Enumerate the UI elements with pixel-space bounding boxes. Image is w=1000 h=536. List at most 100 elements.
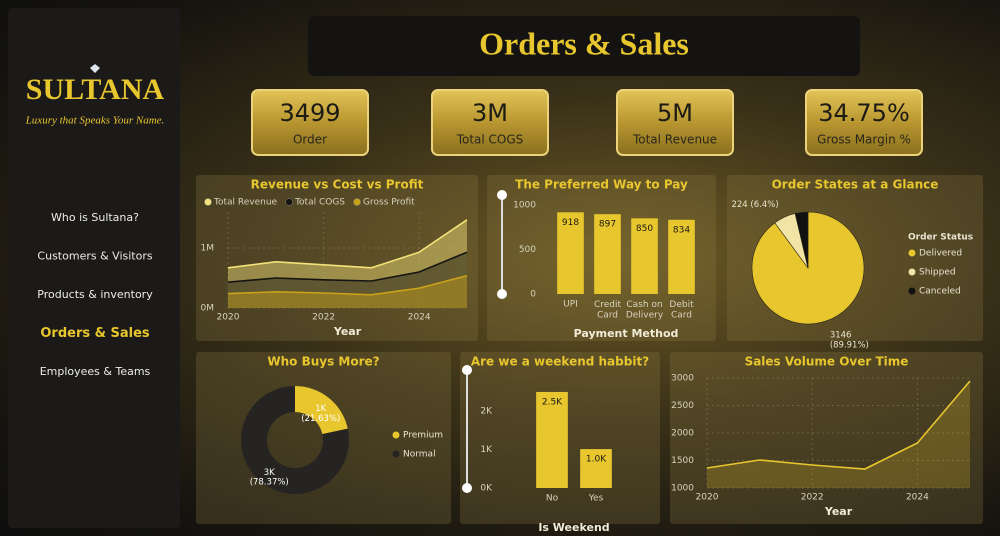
y-tick-label: 500: [519, 245, 536, 255]
legend-label: Gross Profit: [363, 198, 415, 208]
chart-title: Are we a weekend habbit?: [471, 355, 649, 369]
kpi-card: [616, 89, 734, 156]
legend-swatch: [908, 249, 916, 257]
data-label: 3146 (89.91%): [830, 330, 869, 350]
x-axis-title: Year: [824, 505, 853, 518]
data-label: 834: [673, 225, 690, 235]
kpi-card: [805, 89, 923, 156]
data-label: 1K (21.63%): [301, 404, 340, 424]
x-axis-title: Payment Method: [574, 327, 679, 340]
bar: [631, 218, 658, 294]
x-tick-label: 2024: [408, 313, 431, 323]
chart-panel: [670, 352, 983, 524]
legend-swatch: [392, 450, 400, 458]
sidebar: [8, 8, 180, 528]
legend-swatch: [353, 198, 361, 206]
x-tick-label: 2020: [217, 313, 240, 323]
kpi-label: Order: [293, 133, 327, 147]
y-tick-label: 1500: [671, 456, 694, 466]
slider-handle: [462, 483, 472, 493]
legend-label: Shipped: [919, 268, 956, 278]
y-tick-label: 0: [530, 290, 536, 300]
data-label: 3K (78.37%): [250, 467, 289, 487]
x-tick-label: 2022: [801, 493, 824, 503]
chart-panel: [196, 175, 478, 341]
legend-label: Total Revenue: [213, 198, 278, 208]
data-label: 850: [636, 224, 653, 234]
x-tick-label: Cash on Delivery: [626, 300, 664, 320]
data-label: 1.0K: [586, 455, 607, 465]
kpi-value: 3499: [279, 99, 340, 127]
bar: [557, 212, 584, 294]
chart-title: Revenue vs Cost vs Profit: [251, 178, 424, 192]
donut-slice: [241, 386, 350, 495]
legend-swatch: [908, 287, 916, 295]
area-fill: [228, 275, 467, 308]
kpi-value: 5M: [657, 99, 693, 127]
series-line: [227, 251, 468, 283]
nav-item[interactable]: Who is Sultana?: [51, 211, 139, 224]
y-tick-label: 2500: [671, 401, 694, 411]
page-title: Orders & Sales: [479, 25, 689, 61]
legend-title: Order Status: [908, 233, 973, 243]
x-tick-label: No: [546, 494, 559, 504]
x-tick-label: 2022: [312, 313, 335, 323]
slider-handle: [497, 289, 507, 299]
nav-item[interactable]: Customers & Visitors: [37, 250, 152, 263]
x-tick-label: Debit Card: [669, 300, 694, 320]
nav-item[interactable]: Employees & Teams: [40, 365, 151, 378]
y-tick-label: 2K: [480, 406, 493, 416]
x-tick-label: 2024: [906, 493, 929, 503]
kpi-label: Total Revenue: [632, 133, 717, 147]
x-tick-label: Credit Card: [594, 300, 622, 320]
area-fill: [228, 252, 467, 308]
legend-swatch: [285, 198, 293, 206]
donut-slice: [295, 386, 348, 435]
data-label: 897: [599, 220, 616, 230]
chart-title: Order States at a Glance: [772, 178, 939, 192]
x-tick-label: Yes: [588, 494, 604, 504]
kpi-value: 3M: [472, 99, 508, 127]
legend-swatch: [204, 198, 212, 206]
bar: [580, 449, 612, 488]
chart-title: Who Buys More?: [267, 355, 379, 369]
y-tick-label: 0M: [201, 304, 215, 314]
series-line: [706, 380, 971, 470]
y-tick-label: 1K: [480, 445, 493, 455]
x-axis-title: Is Weekend: [538, 521, 609, 534]
area-fill: [707, 381, 970, 488]
legend-swatch: [908, 268, 916, 276]
kpi-label: Gross Margin %: [817, 133, 911, 147]
legend-label: Total COGS: [294, 198, 345, 208]
data-label: 224 (6.4%): [731, 200, 778, 210]
area-fill: [228, 219, 467, 308]
series-line: [227, 219, 468, 269]
kpi-label: Total COGS: [456, 133, 524, 147]
header-box: [308, 16, 860, 76]
nav-item[interactable]: Orders & Sales: [40, 326, 150, 341]
slider-handle: [497, 190, 507, 200]
legend-label: Premium: [403, 431, 443, 441]
tagline: Luxury that Speaks Your Name.: [25, 115, 165, 127]
chart-title: Sales Volume Over Time: [745, 355, 909, 369]
legend-swatch: [392, 431, 400, 439]
nav-item[interactable]: Products & inventory: [37, 288, 153, 301]
legend-label: Delivered: [919, 249, 962, 259]
legend-label: Normal: [403, 450, 436, 460]
kpi-card: [431, 89, 549, 156]
y-tick-label: 1000: [513, 201, 536, 211]
x-tick-label: UPI: [563, 300, 578, 310]
slider-handle: [462, 365, 472, 375]
series-line: [227, 274, 468, 296]
x-axis-title: Year: [333, 325, 362, 338]
bar: [668, 219, 695, 294]
y-tick-label: 3000: [671, 374, 694, 384]
brand: SULTANA: [26, 73, 165, 106]
y-tick-label: 1M: [201, 244, 215, 254]
data-label: 918: [562, 218, 579, 228]
legend-label: Canceled: [919, 287, 961, 297]
kpi-value: 34.75%: [818, 99, 910, 127]
y-tick-label: 1000: [671, 484, 694, 494]
